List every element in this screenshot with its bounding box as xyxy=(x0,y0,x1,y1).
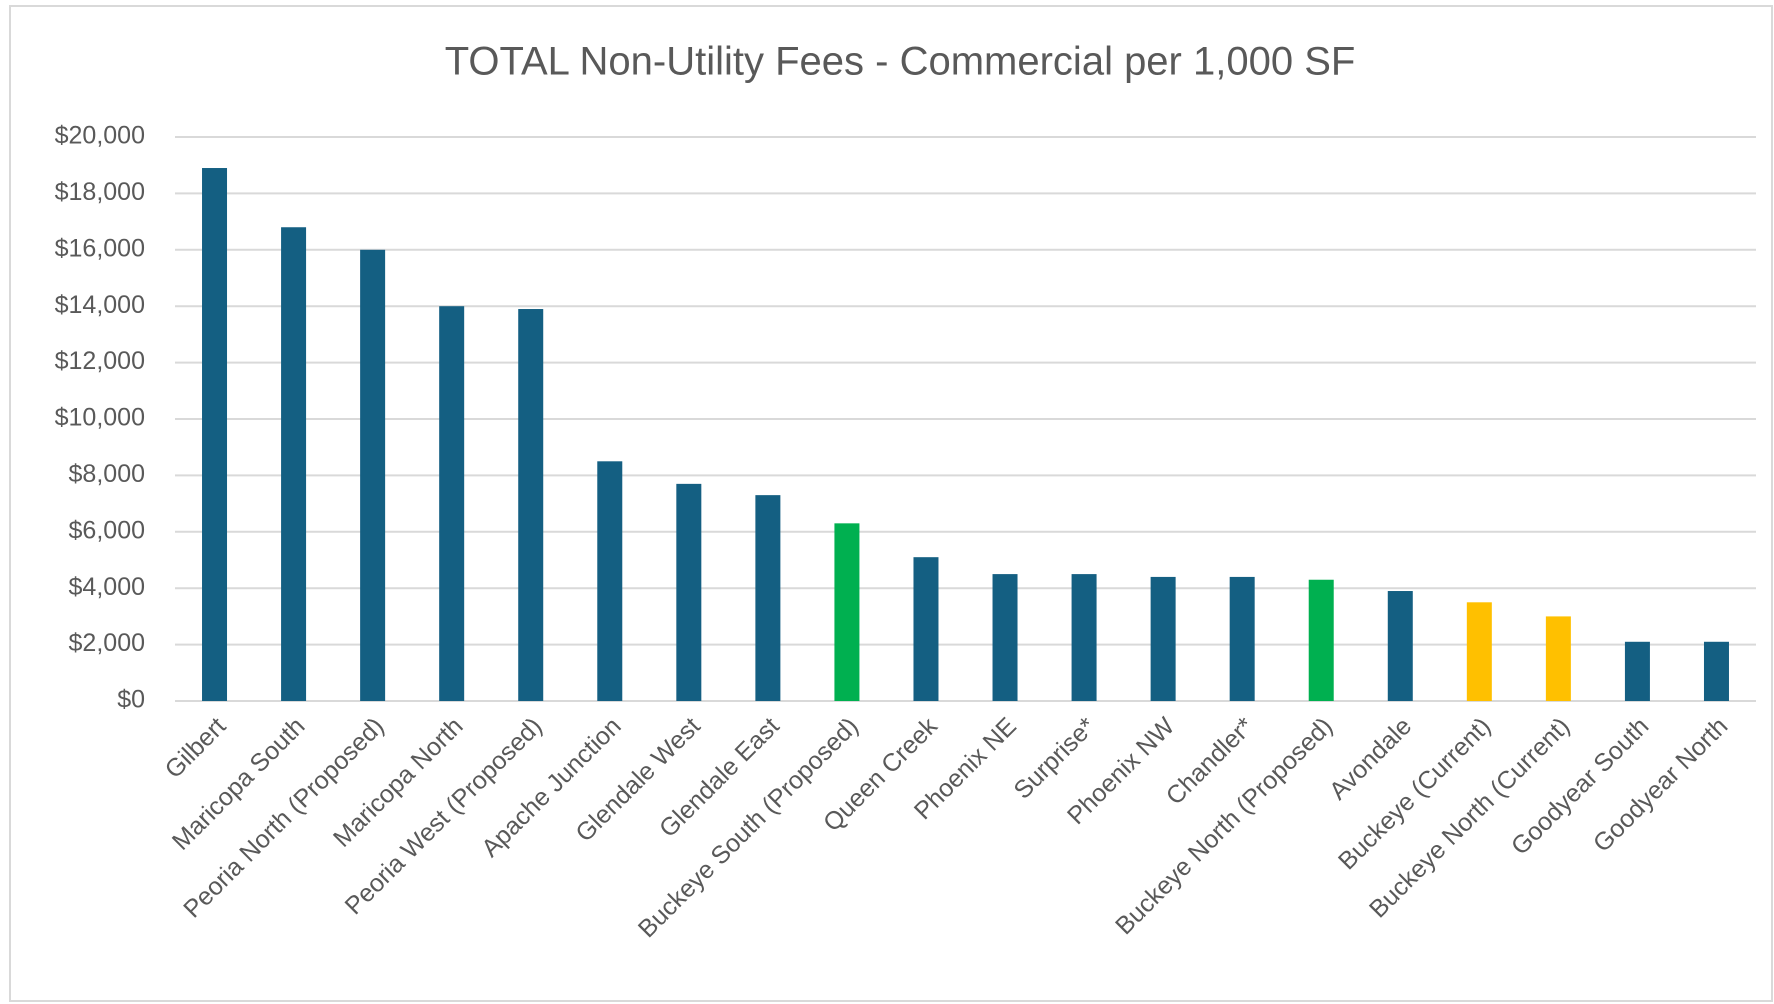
bar xyxy=(1624,641,1650,701)
bar xyxy=(1703,641,1729,701)
bar xyxy=(1071,574,1097,701)
y-tick-label: $18,000 xyxy=(55,178,145,206)
bar xyxy=(1466,602,1492,701)
y-tick-label: $10,000 xyxy=(55,404,145,432)
y-tick-label: $20,000 xyxy=(55,122,145,150)
bar xyxy=(597,461,623,701)
bar xyxy=(1308,579,1334,701)
y-tick-label: $8,000 xyxy=(69,460,145,488)
y-tick-label: $14,000 xyxy=(55,291,145,319)
bar xyxy=(834,523,860,701)
y-tick-label: $6,000 xyxy=(69,516,145,544)
y-tick-label: $16,000 xyxy=(55,234,145,262)
chart-title: TOTAL Non-Utility Fees - Commercial per … xyxy=(445,40,1356,84)
bar xyxy=(439,306,465,701)
bar xyxy=(676,483,702,701)
chart-frame xyxy=(9,5,1773,1002)
bar xyxy=(1150,576,1176,701)
bar xyxy=(755,495,781,701)
bar xyxy=(913,557,939,701)
bar xyxy=(1229,576,1255,701)
bar xyxy=(518,309,544,701)
bar xyxy=(1387,591,1413,701)
bar xyxy=(360,249,386,702)
bar xyxy=(281,227,307,702)
y-tick-label: $2,000 xyxy=(69,629,145,657)
bar xyxy=(202,168,228,701)
y-tick-label: $12,000 xyxy=(55,347,145,375)
bar xyxy=(1545,616,1571,701)
bar xyxy=(992,574,1018,701)
y-tick-label: $0 xyxy=(117,686,145,714)
y-tick-label: $4,000 xyxy=(69,573,145,601)
